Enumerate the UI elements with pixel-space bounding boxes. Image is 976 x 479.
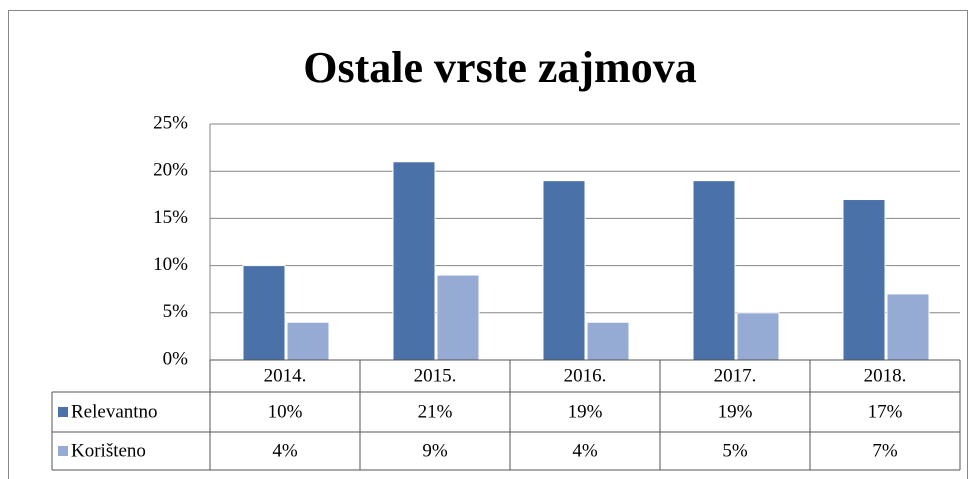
- bar: [736, 312, 780, 361]
- x-tick-label: 2017.: [714, 365, 757, 386]
- bar: [286, 321, 330, 361]
- chart-title: Ostale vrste zajmova: [303, 43, 696, 92]
- bar: [586, 321, 630, 361]
- y-tick-label: 10%: [153, 254, 188, 275]
- chart-border: [8, 10, 968, 479]
- legend-swatch: [58, 407, 68, 417]
- table-value: 10%: [268, 401, 303, 422]
- bar: [692, 180, 736, 361]
- x-tick-label: 2018.: [864, 365, 907, 386]
- table-value: 4%: [272, 440, 298, 461]
- bar: [242, 265, 286, 361]
- table-value: 19%: [568, 401, 603, 422]
- table-value: 17%: [868, 401, 903, 422]
- table-value: 4%: [572, 440, 598, 461]
- y-tick-label: 5%: [163, 301, 189, 322]
- bar: [436, 274, 480, 361]
- x-tick-label: 2014.: [264, 365, 307, 386]
- table-value: 7%: [872, 440, 898, 461]
- legend-label: Relevantno: [71, 401, 158, 422]
- bar: [542, 180, 586, 361]
- legend-label: Korišteno: [71, 440, 146, 461]
- bar: [392, 161, 436, 361]
- table-value: 19%: [718, 401, 753, 422]
- x-tick-label: 2015.: [414, 365, 457, 386]
- y-tick-label: 25%: [153, 112, 188, 133]
- table-value: 9%: [422, 440, 448, 461]
- bar: [886, 293, 930, 361]
- legend-swatch: [58, 446, 68, 456]
- y-tick-label: 0%: [163, 348, 189, 369]
- x-tick-label: 2016.: [564, 365, 607, 386]
- table-value: 21%: [418, 401, 453, 422]
- y-tick-label: 20%: [153, 160, 188, 181]
- table-value: 5%: [722, 440, 748, 461]
- bar: [842, 199, 886, 361]
- y-tick-label: 15%: [153, 207, 188, 228]
